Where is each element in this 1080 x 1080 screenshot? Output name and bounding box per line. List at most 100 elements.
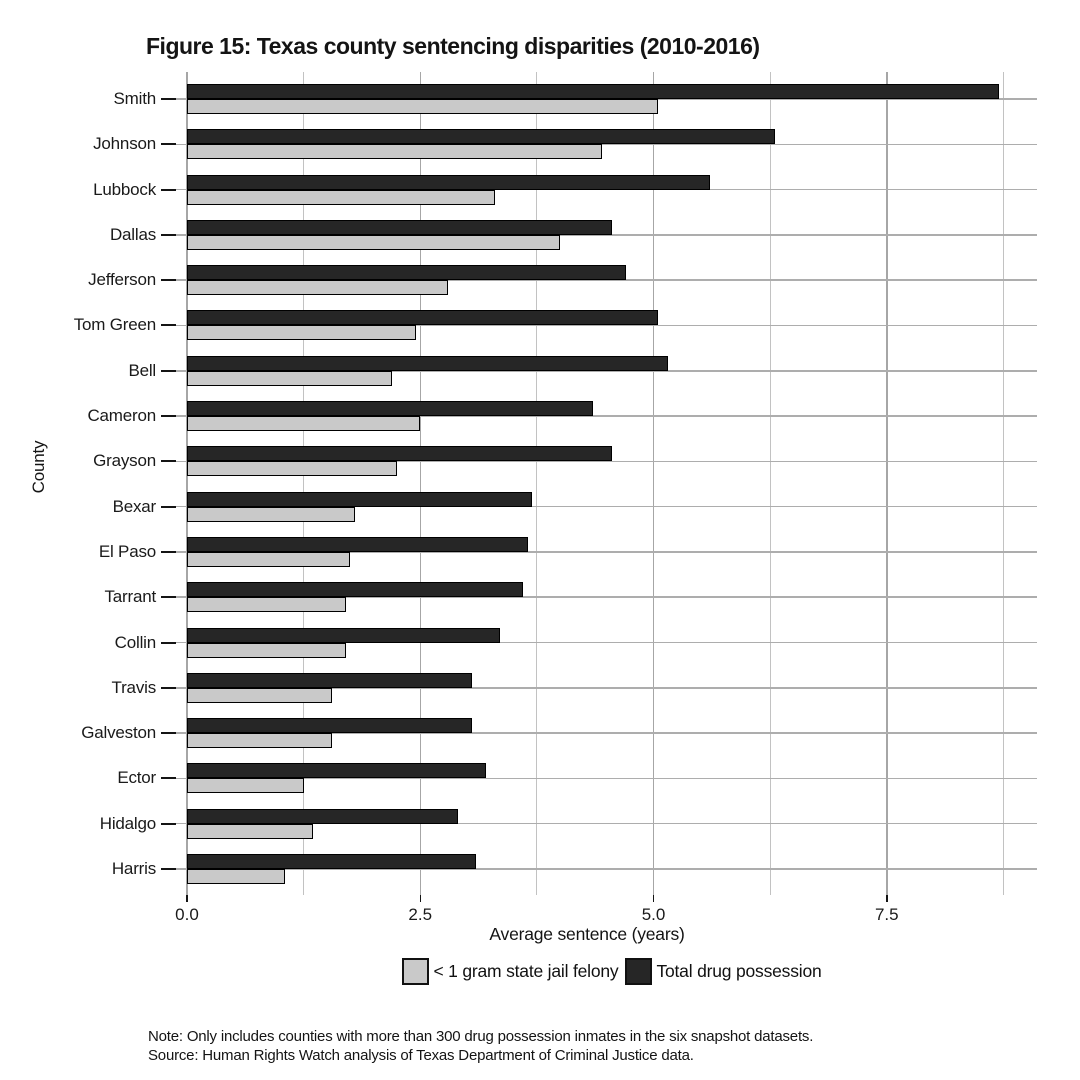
gridline-county	[176, 551, 1037, 553]
bar-total-drug-possession	[187, 808, 458, 824]
gridline-county	[176, 415, 1037, 417]
county-tick	[161, 505, 176, 508]
county-tick	[161, 550, 176, 553]
bar-under-1-gram-felony	[187, 325, 416, 341]
bar-under-1-gram-felony	[187, 733, 332, 749]
legend-item: < 1 gram state jail felony	[402, 958, 619, 985]
county-label: Collin	[114, 632, 157, 652]
bar-total-drug-possession	[187, 763, 486, 779]
x-tick-label: 5.0	[641, 905, 666, 924]
bar-total-drug-possession	[187, 446, 612, 462]
county-tick	[161, 98, 176, 100]
county-tick	[161, 460, 176, 463]
bar-under-1-gram-felony	[187, 506, 355, 522]
bar-under-1-gram-felony	[187, 99, 659, 114]
bar-under-1-gram-felony	[187, 823, 313, 839]
county-tick	[161, 641, 176, 644]
bar-under-1-gram-felony	[187, 687, 332, 703]
county-label: Galveston	[81, 723, 156, 743]
bar-under-1-gram-felony	[187, 189, 495, 205]
gridline-x-major	[186, 72, 188, 895]
source-line: Source: Human Rights Watch analysis of T…	[148, 1047, 694, 1064]
bar-total-drug-possession	[187, 627, 500, 643]
county-tick	[161, 279, 176, 282]
gridline-county	[176, 370, 1037, 372]
gridline-x-minor	[303, 72, 305, 895]
county-label: Dallas	[109, 224, 156, 244]
bar-total-drug-possession	[187, 174, 710, 190]
county-label: Bexar	[112, 496, 157, 516]
bar-total-drug-possession	[187, 536, 528, 552]
gridline-county	[176, 279, 1037, 281]
gridline-county	[176, 460, 1037, 463]
gridline-county	[176, 868, 1037, 870]
gridline-county	[176, 687, 1037, 689]
x-tick-label: 0.0	[175, 905, 199, 924]
bar-under-1-gram-felony	[187, 280, 449, 296]
gridline-x-major	[652, 72, 655, 895]
bar-under-1-gram-felony	[187, 551, 351, 567]
gridline-x-minor	[769, 72, 771, 895]
bar-total-drug-possession	[187, 310, 659, 326]
gridline-x-major	[886, 72, 888, 895]
x-axis-tick	[652, 895, 655, 902]
county-label: Jefferson	[88, 270, 156, 290]
gridline-county	[176, 596, 1037, 598]
county-label: Lubbock	[93, 179, 156, 199]
gridline-county	[176, 188, 1037, 191]
bar-total-drug-possession	[187, 718, 472, 734]
bar-under-1-gram-felony	[187, 597, 346, 613]
county-tick	[161, 415, 176, 418]
legend-label: Total drug possession	[656, 961, 822, 981]
county-tick	[161, 324, 176, 327]
bar-total-drug-possession	[187, 84, 999, 99]
county-label: Smith	[113, 89, 157, 108]
gridline-county	[176, 143, 1037, 146]
county-label: Cameron	[87, 406, 156, 426]
gridline-county	[176, 822, 1037, 825]
bar-total-drug-possession	[187, 401, 593, 417]
x-axis-tick	[419, 895, 421, 902]
x-axis-title: Average sentence (years)	[489, 924, 685, 944]
gridline-county	[176, 641, 1037, 644]
county-tick	[161, 867, 176, 870]
county-label: Bell	[128, 360, 156, 380]
legend-item: Total drug possession	[625, 958, 822, 985]
gridline-x-minor	[1002, 72, 1004, 895]
county-label: Johnson	[93, 134, 156, 154]
county-label: Grayson	[93, 451, 156, 471]
county-tick	[161, 369, 176, 372]
bar-total-drug-possession	[187, 672, 472, 688]
county-tick	[161, 188, 176, 191]
bar-under-1-gram-felony	[187, 642, 346, 658]
county-label: Ector	[117, 768, 156, 788]
bar-total-drug-possession	[187, 355, 668, 371]
gridline-x-major	[419, 72, 421, 895]
bar-under-1-gram-felony	[187, 234, 561, 250]
chart-title: Figure 15: Texas county sentencing dispa…	[146, 33, 760, 59]
legend-swatch-light	[402, 958, 430, 985]
county-tick	[161, 143, 176, 146]
bar-total-drug-possession	[187, 853, 477, 869]
bar-under-1-gram-felony	[187, 778, 304, 794]
x-tick-label: 2.5	[408, 905, 433, 924]
county-label: Tarrant	[104, 587, 156, 607]
county-label: Travis	[111, 677, 157, 697]
county-tick	[161, 732, 176, 735]
county-label: Harris	[111, 858, 156, 878]
bar-under-1-gram-felony	[187, 370, 393, 386]
legend: < 1 gram state jail felony Total drug pos…	[187, 958, 1037, 985]
legend-swatch-dark	[625, 958, 653, 985]
county-tick	[161, 686, 176, 689]
gridline-county	[176, 777, 1037, 780]
bar-under-1-gram-felony	[187, 416, 421, 432]
county-tick	[161, 777, 176, 780]
gridline-county	[176, 324, 1037, 327]
county-tick	[161, 233, 176, 236]
county-label: El Paso	[98, 541, 156, 561]
gridline-county	[176, 234, 1037, 236]
bar-total-drug-possession	[187, 491, 533, 507]
note-line: Note: Only includes counties with more t…	[148, 1028, 814, 1045]
footnotes: Note: Only includes counties with more t…	[148, 1027, 813, 1065]
